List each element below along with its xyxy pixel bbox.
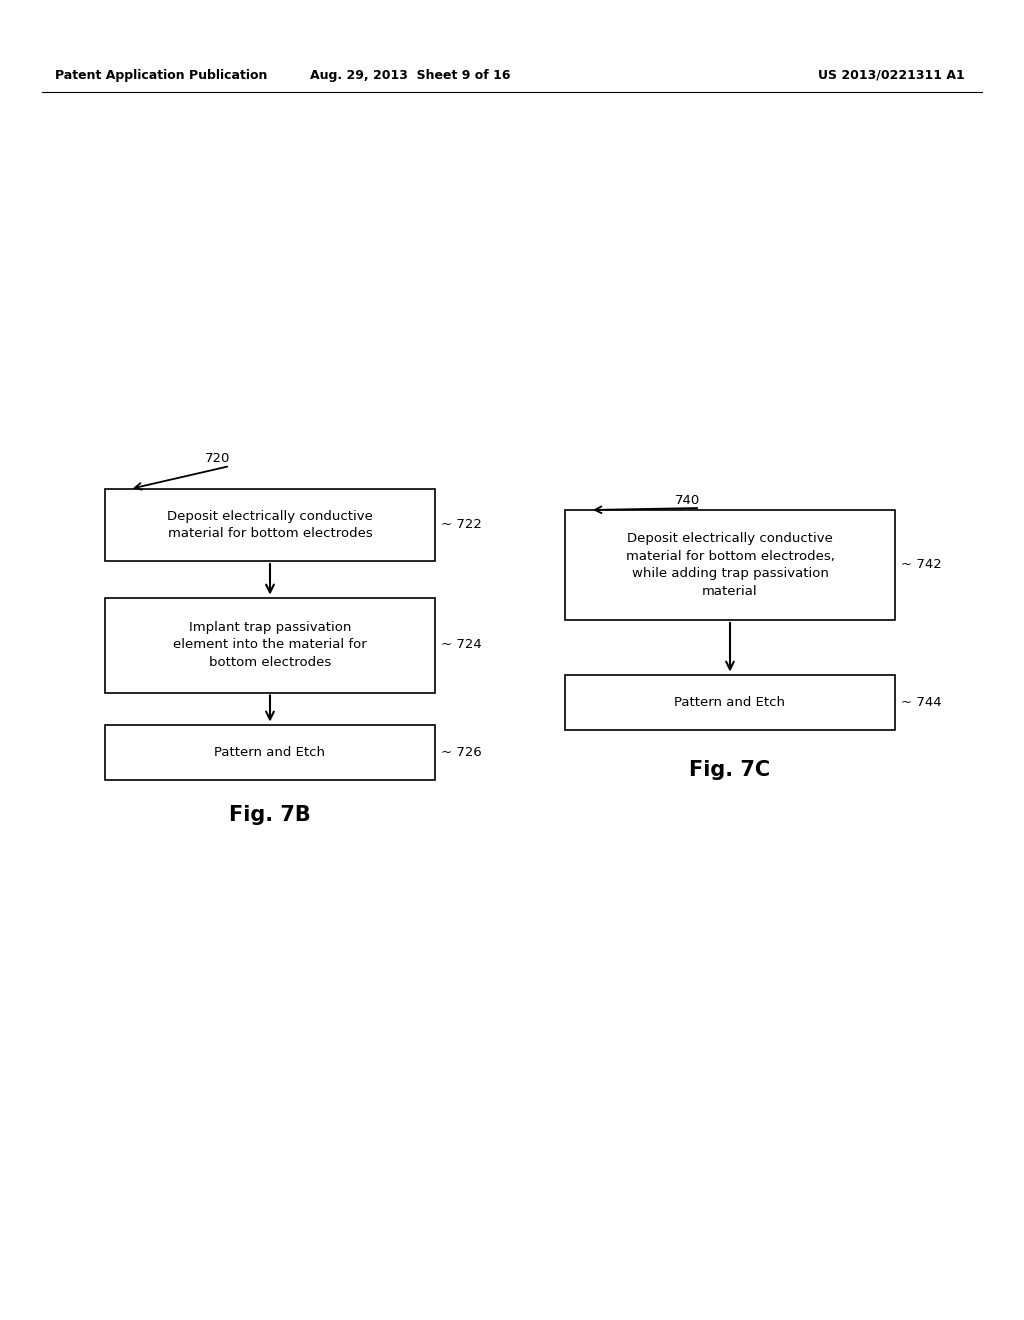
Text: Deposit electrically conductive
material for bottom electrodes,
while adding tra: Deposit electrically conductive material… (626, 532, 835, 598)
Text: ~ 744: ~ 744 (901, 696, 942, 709)
FancyBboxPatch shape (565, 510, 895, 620)
Text: ~ 742: ~ 742 (901, 558, 942, 572)
Text: Aug. 29, 2013  Sheet 9 of 16: Aug. 29, 2013 Sheet 9 of 16 (309, 69, 510, 82)
Text: Pattern and Etch: Pattern and Etch (675, 696, 785, 709)
Text: ~ 724: ~ 724 (441, 639, 481, 652)
FancyBboxPatch shape (105, 598, 435, 693)
Text: Patent Application Publication: Patent Application Publication (55, 69, 267, 82)
Text: Pattern and Etch: Pattern and Etch (214, 746, 326, 759)
Text: Fig. 7B: Fig. 7B (229, 805, 311, 825)
Text: 740: 740 (675, 494, 700, 507)
Text: Deposit electrically conductive
material for bottom electrodes: Deposit electrically conductive material… (167, 510, 373, 540)
Text: Fig. 7C: Fig. 7C (689, 760, 771, 780)
FancyBboxPatch shape (105, 488, 435, 561)
FancyBboxPatch shape (565, 675, 895, 730)
Text: US 2013/0221311 A1: US 2013/0221311 A1 (818, 69, 965, 82)
Text: ~ 722: ~ 722 (441, 519, 482, 532)
Text: Implant trap passivation
element into the material for
bottom electrodes: Implant trap passivation element into th… (173, 620, 367, 669)
Text: ~ 726: ~ 726 (441, 746, 481, 759)
FancyBboxPatch shape (105, 725, 435, 780)
Text: 720: 720 (205, 451, 230, 465)
